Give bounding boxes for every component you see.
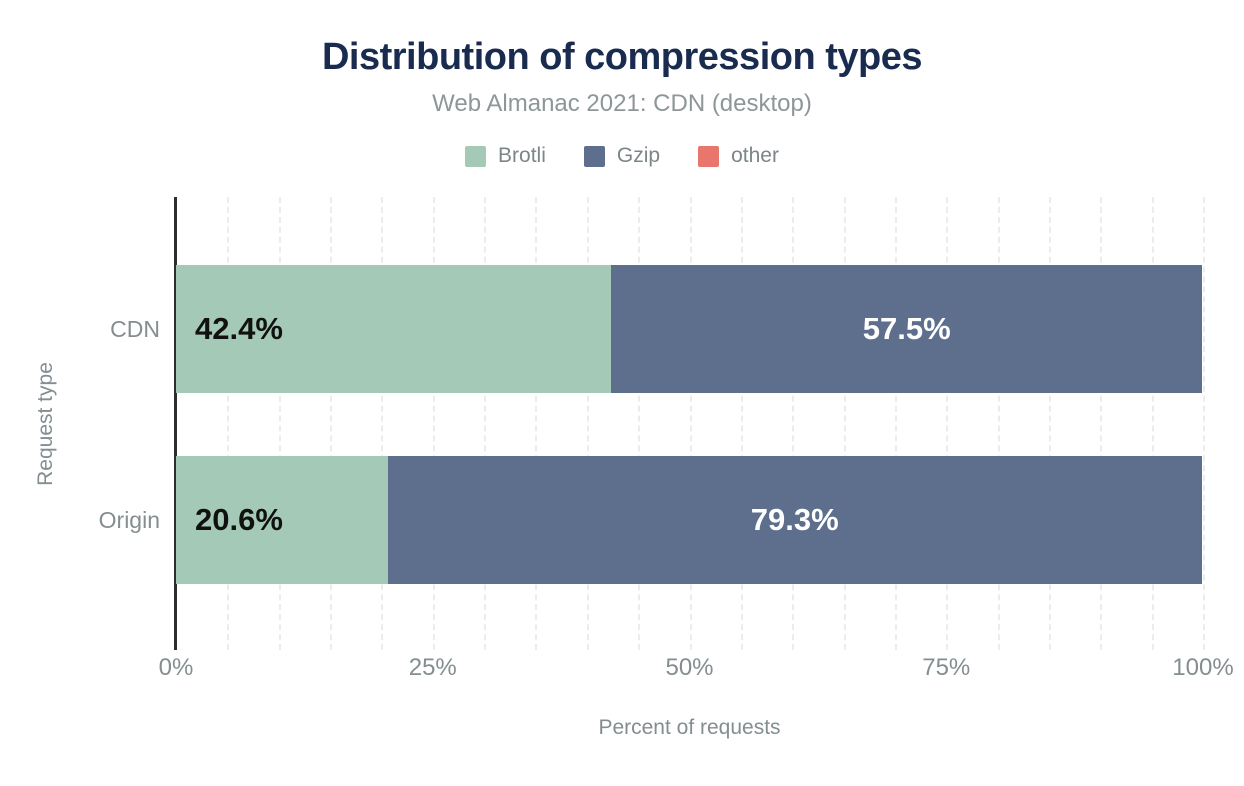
gridline <box>638 197 641 650</box>
bar-value-label: 20.6% <box>195 502 283 537</box>
legend-label: Brotli <box>498 144 546 167</box>
gridline <box>740 197 743 650</box>
legend-label: other <box>731 144 779 167</box>
gridline <box>946 197 949 650</box>
plot-area: 42.4% 57.5% 20.6% 79.3% <box>174 197 1205 650</box>
gridline <box>792 197 795 650</box>
gridline <box>1151 197 1154 650</box>
gridline <box>1203 197 1205 650</box>
x-tick-label: 0% <box>158 654 194 681</box>
legend-swatch-icon <box>583 145 605 167</box>
gridline <box>843 197 846 650</box>
legend-swatch-icon <box>698 145 720 167</box>
chart-title: Distribution of compression types <box>321 36 923 78</box>
gridline <box>689 197 692 650</box>
gridline <box>1100 197 1103 650</box>
bar-segment-gzip-cdn: 57.5% <box>611 265 1202 393</box>
bar-segment-brotli-cdn: 42.4% <box>176 265 612 393</box>
x-tick-label: 50% <box>665 654 714 681</box>
bar-value-label: 57.5% <box>862 311 951 346</box>
gridline <box>894 197 897 650</box>
gridline <box>330 197 333 650</box>
x-tick-label: 75% <box>922 654 971 681</box>
chart-subtitle: Web Almanac 2021: CDN (desktop) <box>432 90 812 117</box>
gridline <box>432 197 435 650</box>
legend-swatch-icon <box>465 145 487 167</box>
legend-item-other[interactable]: other <box>698 144 779 168</box>
gridline <box>381 197 384 650</box>
category-label-origin: Origin <box>98 507 160 533</box>
bar-value-label: 42.4% <box>195 311 283 346</box>
gridline <box>278 197 281 650</box>
gridline <box>484 197 487 650</box>
x-axis-title: Percent of requests <box>598 716 781 739</box>
x-tick-label: 100% <box>1172 654 1234 681</box>
y-axis-line <box>174 197 177 650</box>
y-axis-title-text: Request type <box>34 362 57 486</box>
gridline <box>997 197 1000 650</box>
category-label-cdn: CDN <box>110 316 160 342</box>
gridline <box>1048 197 1051 650</box>
bar-segment-brotli-origin: 20.6% <box>176 456 388 584</box>
gridline <box>227 197 230 650</box>
gridline <box>586 197 589 650</box>
x-tick-label: 25% <box>408 654 457 681</box>
bar-value-label: 79.3% <box>750 502 839 537</box>
legend-item-gzip[interactable]: Gzip <box>583 144 661 168</box>
bar-segment-gzip-origin: 79.3% <box>387 456 1202 584</box>
legend-item-brotli[interactable]: Brotli <box>465 144 546 168</box>
gridline <box>535 197 538 650</box>
legend-label: Gzip <box>616 144 661 167</box>
legend: Brotli Gzip other <box>0 144 1244 168</box>
